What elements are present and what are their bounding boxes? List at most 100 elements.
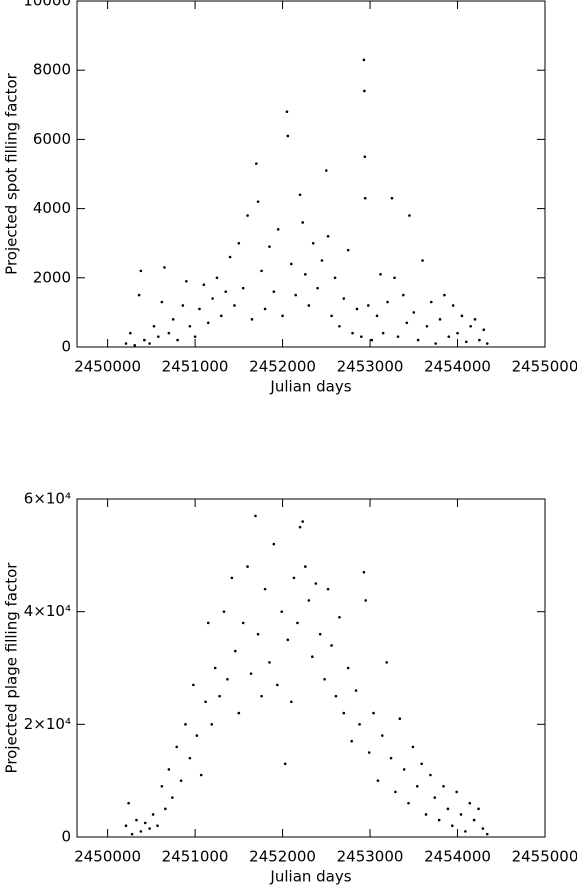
point <box>307 304 311 307</box>
point <box>179 779 183 782</box>
y-tick-label: 4000 <box>33 199 71 217</box>
point <box>437 818 441 822</box>
point <box>326 587 330 591</box>
point <box>272 542 276 546</box>
point <box>163 266 166 269</box>
point <box>354 689 358 692</box>
point <box>443 293 446 297</box>
y-tick-label: 8000 <box>33 61 71 79</box>
point <box>485 832 489 836</box>
x-tick-label: 2453000 <box>337 358 404 376</box>
point <box>478 338 481 342</box>
x-tick-label: 2454000 <box>424 848 491 866</box>
point <box>379 273 382 276</box>
point <box>342 297 346 300</box>
point <box>256 632 260 636</box>
point <box>290 262 293 266</box>
plot-frame <box>76 0 546 348</box>
point <box>485 342 489 345</box>
point <box>416 338 420 342</box>
point <box>390 196 394 200</box>
point <box>256 200 260 203</box>
point <box>380 734 384 737</box>
point <box>482 328 486 332</box>
point <box>370 338 374 342</box>
point <box>468 801 472 805</box>
point <box>411 745 415 749</box>
point <box>137 293 141 297</box>
point <box>152 324 156 328</box>
point <box>298 525 302 529</box>
point <box>301 221 304 224</box>
point <box>129 331 132 335</box>
point <box>176 338 179 342</box>
point <box>389 756 393 760</box>
point <box>263 587 267 591</box>
point <box>185 279 188 283</box>
point <box>367 751 371 754</box>
point <box>442 785 445 788</box>
x-tick-label: 2451000 <box>162 848 229 866</box>
point <box>226 677 229 681</box>
y-tick-label: 2×10⁴ <box>24 715 71 733</box>
point <box>160 785 164 788</box>
point <box>301 520 304 523</box>
point <box>385 661 388 664</box>
y-tick-label: 4×10⁴ <box>24 602 71 620</box>
point <box>193 335 197 338</box>
point <box>359 335 363 338</box>
point <box>234 649 237 653</box>
point <box>323 677 326 681</box>
y-tick-label: 10000 <box>23 0 71 10</box>
point <box>151 813 155 816</box>
point <box>401 293 405 297</box>
y-tick-label: 6000 <box>33 130 71 148</box>
point <box>167 331 171 335</box>
x-tick-label: 2455000 <box>512 848 577 866</box>
point <box>233 304 236 307</box>
point <box>363 155 367 158</box>
point <box>311 241 315 245</box>
x-tick-label: 2452000 <box>249 848 316 866</box>
point <box>202 283 206 287</box>
point <box>188 756 192 760</box>
point <box>350 739 353 743</box>
point <box>346 248 350 252</box>
point <box>425 324 429 328</box>
x-tick-label: 2450000 <box>74 848 141 866</box>
point <box>433 796 437 799</box>
x-axis-label: Julian days <box>269 868 351 886</box>
point <box>124 824 128 828</box>
point <box>408 214 411 217</box>
point <box>366 304 370 307</box>
point <box>396 335 400 338</box>
point <box>246 214 249 217</box>
point <box>164 807 167 811</box>
point <box>334 694 338 698</box>
point <box>124 342 128 345</box>
point <box>464 340 468 344</box>
point <box>130 832 134 836</box>
point <box>286 134 290 138</box>
point <box>376 779 380 782</box>
point <box>143 821 147 825</box>
point <box>255 162 258 165</box>
point <box>298 193 302 197</box>
point <box>375 314 379 318</box>
point <box>477 807 480 811</box>
point <box>438 318 442 321</box>
point <box>206 321 210 325</box>
point <box>394 790 397 794</box>
point <box>330 644 333 647</box>
point <box>283 762 287 766</box>
point <box>175 745 179 749</box>
point <box>218 694 221 698</box>
point <box>268 245 271 248</box>
point <box>362 570 366 574</box>
point <box>230 576 234 580</box>
point <box>338 616 341 619</box>
point <box>204 700 207 704</box>
point <box>260 269 263 273</box>
point <box>398 717 402 720</box>
